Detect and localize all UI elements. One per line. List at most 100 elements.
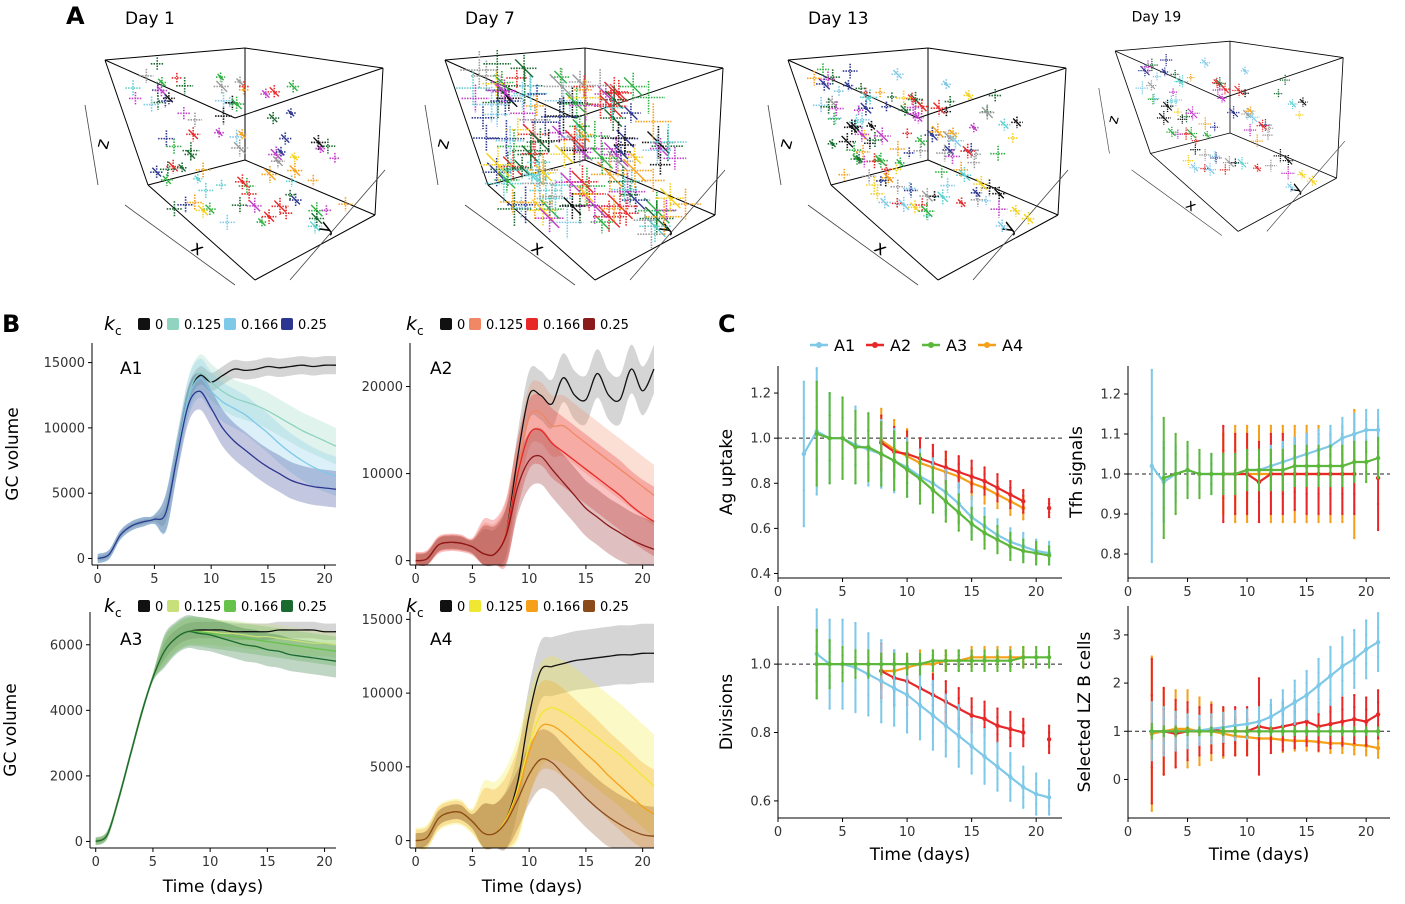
- error-dot: [1341, 520, 1344, 524]
- error-dot: [996, 518, 999, 521]
- error-dot: [892, 705, 896, 709]
- error-dot: [1222, 754, 1225, 757]
- cell-cluster: [650, 123, 687, 161]
- error-dot: [1245, 737, 1249, 740]
- cell-cluster: [956, 167, 973, 184]
- cell-trail: [1218, 94, 1226, 102]
- data-point: [1268, 467, 1274, 473]
- cell-cluster: [820, 71, 836, 88]
- error-dot: [957, 686, 960, 690]
- error-dot: [931, 443, 935, 447]
- cell-cluster: [158, 94, 173, 108]
- error-dot: [854, 710, 857, 714]
- error-dot: [1245, 705, 1249, 709]
- error-dot: [892, 488, 896, 492]
- cell-cluster: [998, 118, 1011, 131]
- cell-cluster: [918, 202, 936, 220]
- legend-swatch: [440, 600, 452, 612]
- error-dot: [905, 652, 909, 656]
- cell-trail: [551, 125, 567, 140]
- cell-cluster: [1285, 181, 1296, 193]
- y-tick-label: 1.0: [750, 432, 771, 447]
- error-dot: [1186, 746, 1189, 750]
- error-dot: [1222, 448, 1225, 452]
- cell-trail: [623, 106, 638, 121]
- data-point: [1352, 729, 1357, 734]
- error-dot: [1009, 479, 1012, 483]
- cell-trail: [1224, 157, 1235, 168]
- error-dot: [1162, 416, 1165, 420]
- cell-cluster: [193, 174, 203, 184]
- cell-cluster: [271, 197, 289, 215]
- error-dot: [1281, 749, 1285, 752]
- box-edge: [234, 67, 384, 119]
- cell-trail: [994, 188, 1005, 199]
- y-tick-label: 0.6: [750, 794, 771, 809]
- error-dot: [970, 697, 973, 700]
- data-point: [1149, 463, 1155, 469]
- error-dot: [1150, 758, 1154, 762]
- error-dot: [854, 427, 857, 431]
- cell-trail: [270, 148, 283, 161]
- legend-label: 0.125: [184, 318, 221, 333]
- error-dot: [1009, 736, 1012, 739]
- cell-cluster: [903, 147, 915, 159]
- error-dot: [1198, 696, 1201, 699]
- cell-cluster: [569, 115, 591, 137]
- cell-trail: [539, 208, 560, 229]
- x-tick-label: 0: [1124, 585, 1132, 600]
- cell-cluster: [158, 130, 175, 147]
- data-point: [930, 487, 936, 493]
- cell-cluster: [574, 80, 594, 100]
- error-dot: [1376, 476, 1380, 480]
- x-tick-label: 0: [92, 855, 100, 870]
- data-point: [956, 469, 961, 475]
- error-dot: [1198, 726, 1201, 729]
- cell-cluster: [1202, 130, 1212, 140]
- error-dot: [841, 477, 844, 480]
- error-dot: [957, 697, 960, 700]
- box-edge: [1336, 57, 1344, 179]
- cell-trail: [498, 171, 516, 189]
- error-dot: [1150, 809, 1154, 812]
- cell-cluster: [842, 63, 858, 79]
- cell-cluster: [930, 99, 948, 117]
- cell-cluster: [214, 127, 225, 138]
- error-dot: [1329, 689, 1332, 692]
- box-edge: [1115, 50, 1222, 99]
- x-axis-label: x: [527, 237, 548, 261]
- error-dot: [1047, 661, 1051, 664]
- error-dot: [1329, 520, 1332, 524]
- error-dot: [1364, 470, 1368, 474]
- y-tick-label: 0: [77, 552, 85, 567]
- data-point: [1185, 729, 1190, 734]
- error-dot: [1186, 726, 1189, 729]
- error-dot: [970, 514, 973, 518]
- cell-trail: [280, 134, 290, 144]
- error-dot: [1245, 478, 1249, 482]
- error-dot: [1245, 432, 1249, 436]
- error-dot: [1233, 742, 1237, 745]
- cell-cluster: [641, 168, 665, 193]
- cell-cluster: [510, 99, 538, 127]
- error-dot: [841, 618, 844, 621]
- cell-cluster: [279, 132, 292, 145]
- cell-trail: [263, 168, 277, 181]
- error-dot: [1257, 448, 1261, 452]
- cell-trail: [1308, 177, 1317, 186]
- y-axis-label: y: [1286, 180, 1305, 196]
- cell-cluster: [981, 179, 998, 197]
- x-tick-label: 20: [1028, 585, 1045, 600]
- data-point: [995, 764, 1000, 769]
- error-dot: [1222, 424, 1225, 428]
- error-dot: [1034, 666, 1038, 669]
- error-dot: [1245, 492, 1249, 496]
- error-dot: [1245, 458, 1249, 462]
- error-dot: [1341, 636, 1344, 639]
- error-dot: [1353, 733, 1356, 737]
- cell-cluster: [1199, 149, 1212, 161]
- cell-cluster: [875, 87, 885, 98]
- error-dot: [1376, 612, 1380, 615]
- error-dot: [1162, 725, 1165, 728]
- cell-trail: [975, 178, 988, 191]
